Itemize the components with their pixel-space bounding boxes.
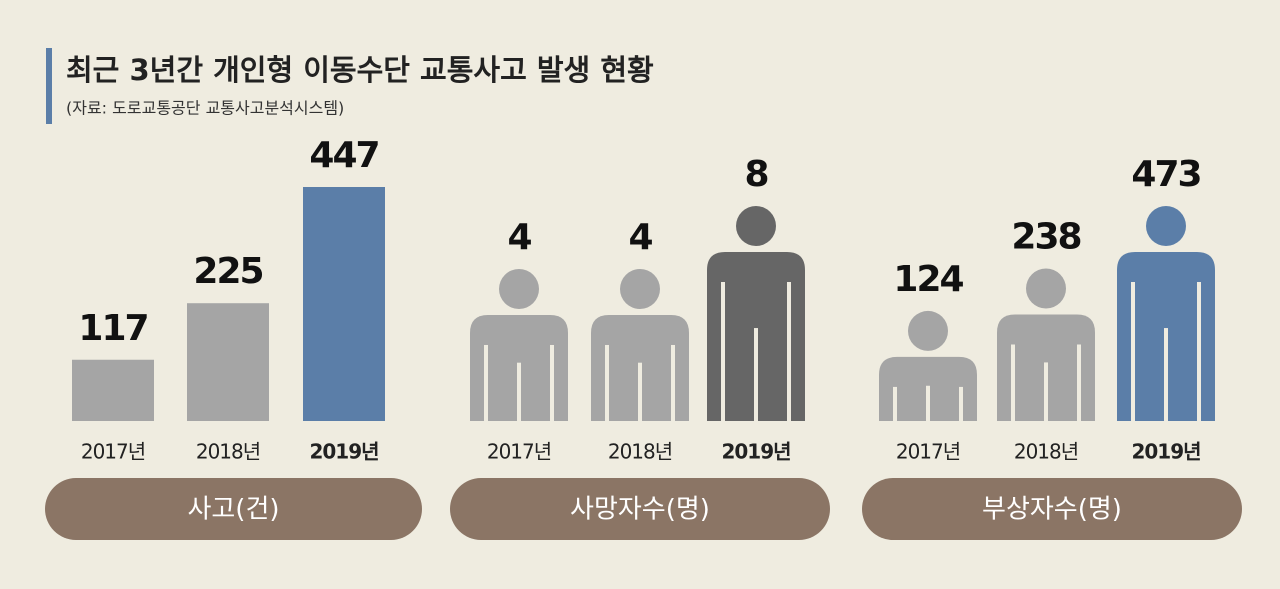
panel-label: 사고(건) [187,495,279,525]
arm-gap [484,344,488,421]
value-label: 447 [309,135,378,176]
bar [72,359,154,421]
person-head [1146,206,1186,246]
bar [187,303,269,421]
person-icon [1117,206,1215,421]
title: 최근 3년간 개인형 이동수단 교통사고 발생 현황 [66,53,654,87]
arm-gap [1131,282,1135,421]
category-label: 2019년 [721,440,790,464]
arm-gap [959,386,963,421]
category-label: 2018년 [1014,440,1078,464]
person-icon [470,268,568,421]
person-head [499,268,539,309]
panel-label: 사망자수(명) [570,495,710,525]
arm-gap [787,282,791,421]
value-label: 225 [193,251,262,292]
bar [303,187,385,421]
leg-gap [754,328,758,421]
value-label: 4 [628,217,652,258]
arm-gap [1197,282,1201,421]
arm-gap [671,344,675,421]
category-label: 2017년 [81,440,145,464]
label-pill [450,478,830,540]
value-label: 8 [744,154,767,195]
value-label: 473 [1131,154,1200,195]
title-accent [46,48,52,124]
value-label: 238 [1011,216,1080,257]
leg-gap [1164,328,1168,421]
arm-gap [550,344,554,421]
leg-gap [638,362,642,421]
leg-gap [1044,362,1048,421]
category-label: 2018년 [608,440,672,464]
label-pill [45,478,422,540]
panel-label: 부상자수(명) [982,495,1122,525]
category-label: 2019년 [1131,440,1200,464]
person-icon [997,268,1095,421]
arm-gap [721,282,725,421]
person-head [736,206,776,246]
value-label: 117 [78,308,147,349]
arm-gap [1011,344,1015,421]
label-pill [862,478,1242,540]
arm-gap [1077,344,1081,421]
category-label: 2017년 [896,440,960,464]
person-head [620,268,660,309]
value-label: 4 [507,217,531,258]
source: (자료: 도로교통공단 교통사고분석시스템) [66,99,344,118]
category-label: 2017년 [487,440,551,464]
value-label: 124 [893,259,963,300]
arm-gap [893,386,897,421]
category-label: 2019년 [309,440,378,464]
person-head [1026,268,1066,309]
person-icon [591,268,689,421]
person-icon [879,310,977,421]
leg-gap [517,362,521,421]
arm-gap [605,344,609,421]
leg-gap [926,385,930,421]
category-label: 2018년 [196,440,260,464]
person-head [908,310,948,351]
person-icon [707,206,805,421]
